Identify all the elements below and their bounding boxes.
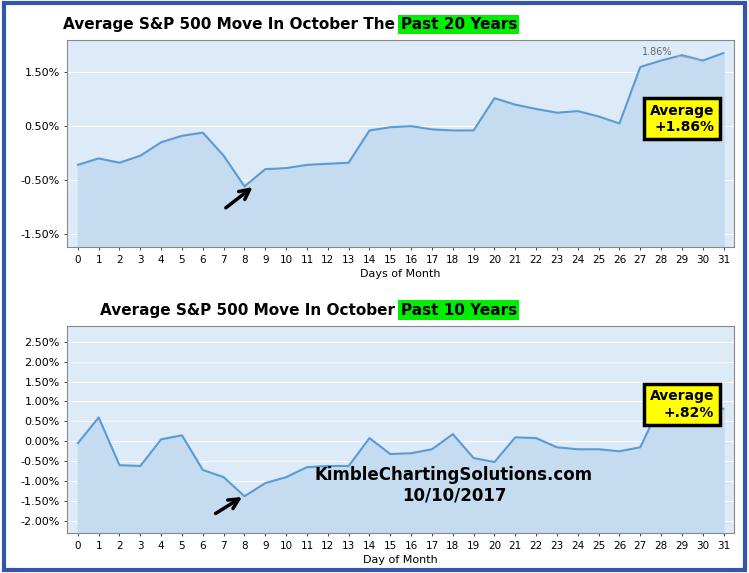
Text: Past 10 Years: Past 10 Years	[401, 303, 517, 317]
Text: KimbleChartingSolutions.com: KimbleChartingSolutions.com	[315, 466, 593, 484]
Text: Average S&P 500 Move In October The: Average S&P 500 Move In October The	[64, 17, 401, 32]
Text: 10/10/2017: 10/10/2017	[401, 486, 506, 505]
Text: Average
+.82%: Average +.82%	[649, 390, 714, 419]
Text: Average S&P 500 Move In October: Average S&P 500 Move In October	[100, 303, 401, 317]
X-axis label: Days of Month: Days of Month	[360, 269, 441, 279]
X-axis label: Day of Month: Day of Month	[363, 555, 438, 565]
Text: Average
+1.86%: Average +1.86%	[649, 104, 714, 134]
Text: Past 20 Years: Past 20 Years	[401, 17, 517, 32]
Text: 0.82%: 0.82%	[662, 397, 721, 408]
Text: 1.86%: 1.86%	[642, 47, 700, 60]
